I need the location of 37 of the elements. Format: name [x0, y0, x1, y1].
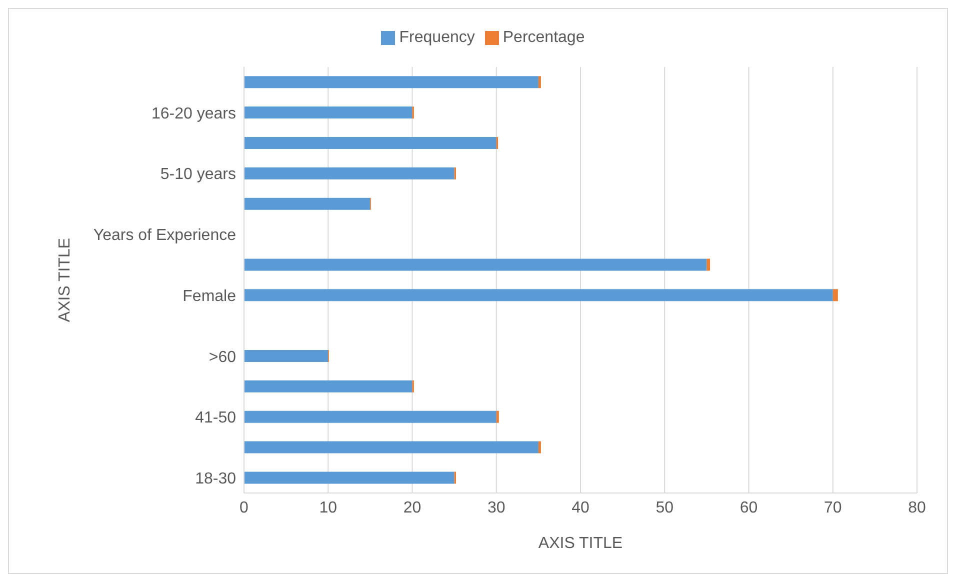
x-tick-label: 50 — [656, 499, 674, 516]
y-tick-label: 16-20 years — [152, 105, 236, 122]
bar — [244, 76, 538, 88]
x-tick-label: 80 — [908, 499, 926, 516]
y-tick-label: >60 — [208, 348, 236, 366]
bar — [244, 198, 370, 210]
bar — [538, 441, 541, 454]
y-axis-title: AXIS TITLE — [56, 238, 74, 322]
bar — [244, 258, 707, 271]
x-tick-label: 0 — [240, 499, 249, 516]
x-axis-title: AXIS TITLE — [538, 535, 623, 552]
y-tick-label: Female — [182, 288, 236, 305]
x-tick-label: 70 — [824, 499, 842, 516]
bar — [538, 76, 541, 88]
bar — [832, 289, 838, 302]
bar — [244, 167, 454, 180]
bar — [244, 350, 328, 362]
x-tick-label: 40 — [572, 499, 590, 516]
bar — [706, 258, 710, 271]
y-tick-label: 18-30 — [195, 470, 236, 488]
x-tick-label: 10 — [319, 499, 338, 516]
bar — [244, 136, 496, 149]
y-tick-label: 5-10 years — [160, 166, 236, 184]
bar — [244, 472, 454, 484]
bar — [244, 106, 412, 119]
x-tick-label: 60 — [740, 499, 758, 516]
bar — [496, 410, 499, 423]
bar — [244, 289, 833, 302]
x-tick-label: 30 — [487, 499, 506, 516]
bar — [244, 380, 412, 392]
bar — [244, 410, 496, 423]
legend-label: Frequency — [399, 29, 475, 46]
x-tick-label: 20 — [403, 499, 422, 516]
legend-label: Percentage — [502, 29, 585, 46]
bar — [244, 441, 538, 454]
y-tick-label: Years of Experience — [93, 227, 236, 244]
y-tick-label: 41-50 — [195, 410, 236, 427]
